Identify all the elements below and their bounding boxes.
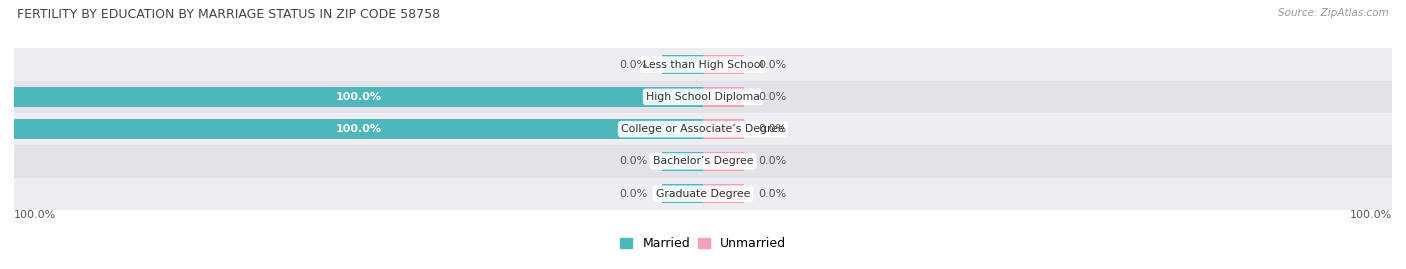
Text: FERTILITY BY EDUCATION BY MARRIAGE STATUS IN ZIP CODE 58758: FERTILITY BY EDUCATION BY MARRIAGE STATU… bbox=[17, 8, 440, 21]
Legend: Married, Unmarried: Married, Unmarried bbox=[614, 232, 792, 255]
Bar bbox=[14, 113, 1392, 145]
Bar bbox=[14, 81, 1392, 113]
Bar bbox=[703, 55, 744, 74]
Bar bbox=[14, 87, 703, 107]
Bar bbox=[14, 178, 1392, 210]
Text: Source: ZipAtlas.com: Source: ZipAtlas.com bbox=[1278, 8, 1389, 18]
Text: 0.0%: 0.0% bbox=[620, 59, 648, 70]
Bar bbox=[703, 184, 744, 203]
Bar bbox=[14, 48, 1392, 81]
Text: 100.0%: 100.0% bbox=[1350, 210, 1392, 220]
Text: High School Diploma: High School Diploma bbox=[647, 92, 759, 102]
Text: 0.0%: 0.0% bbox=[620, 156, 648, 167]
Bar bbox=[703, 152, 744, 171]
Text: 0.0%: 0.0% bbox=[758, 59, 786, 70]
Text: College or Associate’s Degree: College or Associate’s Degree bbox=[621, 124, 785, 134]
Bar bbox=[703, 119, 744, 139]
Bar bbox=[703, 87, 744, 107]
Text: 100.0%: 100.0% bbox=[336, 124, 381, 134]
Text: 0.0%: 0.0% bbox=[758, 92, 786, 102]
Bar bbox=[14, 145, 1392, 178]
Bar bbox=[662, 152, 703, 171]
Text: 100.0%: 100.0% bbox=[336, 92, 381, 102]
Text: Bachelor’s Degree: Bachelor’s Degree bbox=[652, 156, 754, 167]
Text: Graduate Degree: Graduate Degree bbox=[655, 189, 751, 199]
Text: 0.0%: 0.0% bbox=[758, 156, 786, 167]
Text: 100.0%: 100.0% bbox=[14, 210, 56, 220]
Bar bbox=[14, 119, 703, 139]
Bar bbox=[662, 184, 703, 203]
Text: 0.0%: 0.0% bbox=[758, 189, 786, 199]
Text: 0.0%: 0.0% bbox=[758, 124, 786, 134]
Text: 0.0%: 0.0% bbox=[620, 189, 648, 199]
Bar bbox=[662, 55, 703, 74]
Text: Less than High School: Less than High School bbox=[643, 59, 763, 70]
